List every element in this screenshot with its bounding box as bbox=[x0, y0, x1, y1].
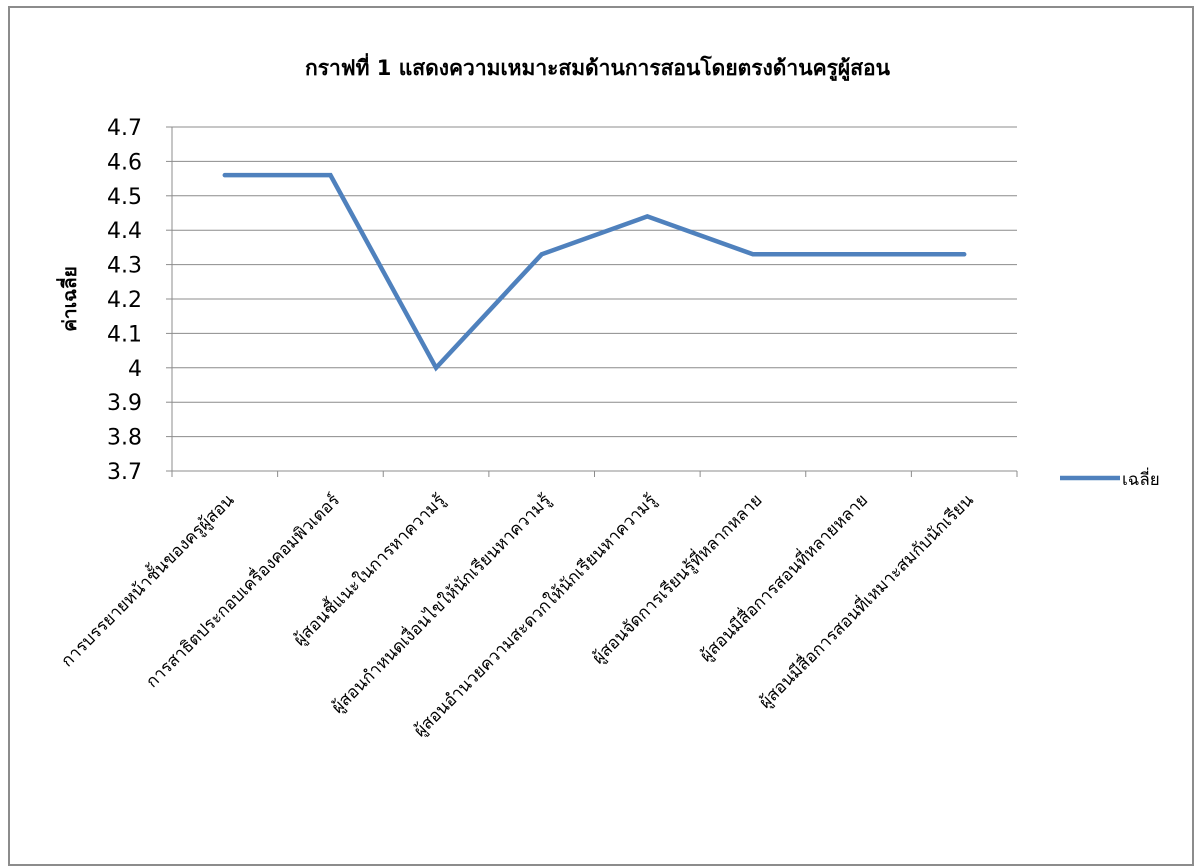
chart-title: กราฟที่ 1 แสดงความเหมาะสมด้านการสอนโดยตร… bbox=[305, 56, 890, 80]
y-tick-label: 4.1 bbox=[107, 322, 142, 347]
y-tick-label: 4.2 bbox=[107, 288, 142, 313]
x-tick-label: ผู้สอนจัดการเรียนรู้ที่หลากหลาย bbox=[586, 488, 766, 668]
y-tick-label: 4.5 bbox=[107, 185, 142, 210]
y-tick-label: 4.4 bbox=[107, 219, 142, 244]
data-point bbox=[962, 252, 967, 257]
y-tick-label: 3.7 bbox=[107, 460, 142, 485]
chart-frame bbox=[8, 6, 1194, 866]
data-point bbox=[645, 214, 650, 219]
legend-label: เฉลี่ย bbox=[1122, 467, 1160, 490]
x-tick-label: ผู้สอนมีสื่อการสอนที่เหมาะสมกับนักเรียน bbox=[753, 488, 978, 713]
data-point bbox=[856, 252, 861, 257]
y-tick-label: 3.8 bbox=[107, 426, 142, 451]
data-point bbox=[750, 252, 755, 257]
y-axis-label: ค่าเฉลี่ย bbox=[56, 266, 81, 332]
y-tick-label: 3.9 bbox=[107, 391, 142, 416]
x-tick-label: ผู้สอนกำหนดเงื่อนไขให้นักเรียนหาความรู้ bbox=[326, 488, 555, 717]
y-tick-label: 4.6 bbox=[107, 150, 142, 175]
x-tick-label: การบรรยายหน้าชั้นของครูผู้สอน bbox=[55, 488, 238, 671]
y-tick-label: 4.7 bbox=[107, 116, 142, 141]
y-tick-label: 4 bbox=[128, 357, 142, 382]
data-point bbox=[328, 173, 333, 178]
data-point bbox=[539, 252, 544, 257]
x-tick-label: ผู้สอนอำนวยความสะดวกให้นักเรียนหาความรู้ bbox=[409, 490, 660, 741]
x-tick-label: ผู้สอนมีสื่อการสอนที่หลายหลาย bbox=[694, 488, 872, 666]
y-tick-label: 4.3 bbox=[107, 254, 142, 279]
data-point bbox=[434, 365, 439, 370]
x-tick-label: การสาธิตประกอบเครื่องคอมพิวเตอร์ bbox=[140, 488, 344, 692]
data-point bbox=[222, 173, 227, 178]
series-line bbox=[222, 172, 967, 372]
